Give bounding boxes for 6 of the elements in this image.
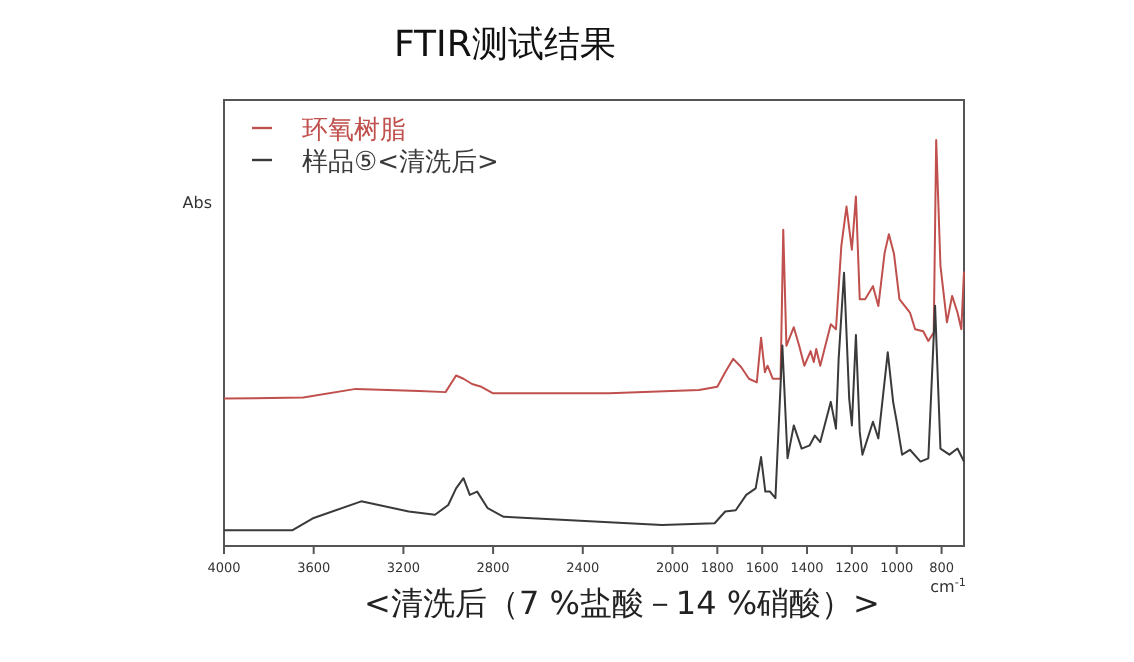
- y-axis-title: Abs: [182, 194, 212, 212]
- x-axis-title: cm$^{-1}$: [930, 576, 967, 596]
- legend-label: 样品⑤<清洗后>: [302, 148, 499, 178]
- chart-title: FTIR测试结果: [394, 24, 616, 66]
- text: <清洗后（7 %盐酸－14 %硝酸）>: [364, 584, 880, 622]
- legend-label: 环氧树脂: [302, 116, 406, 146]
